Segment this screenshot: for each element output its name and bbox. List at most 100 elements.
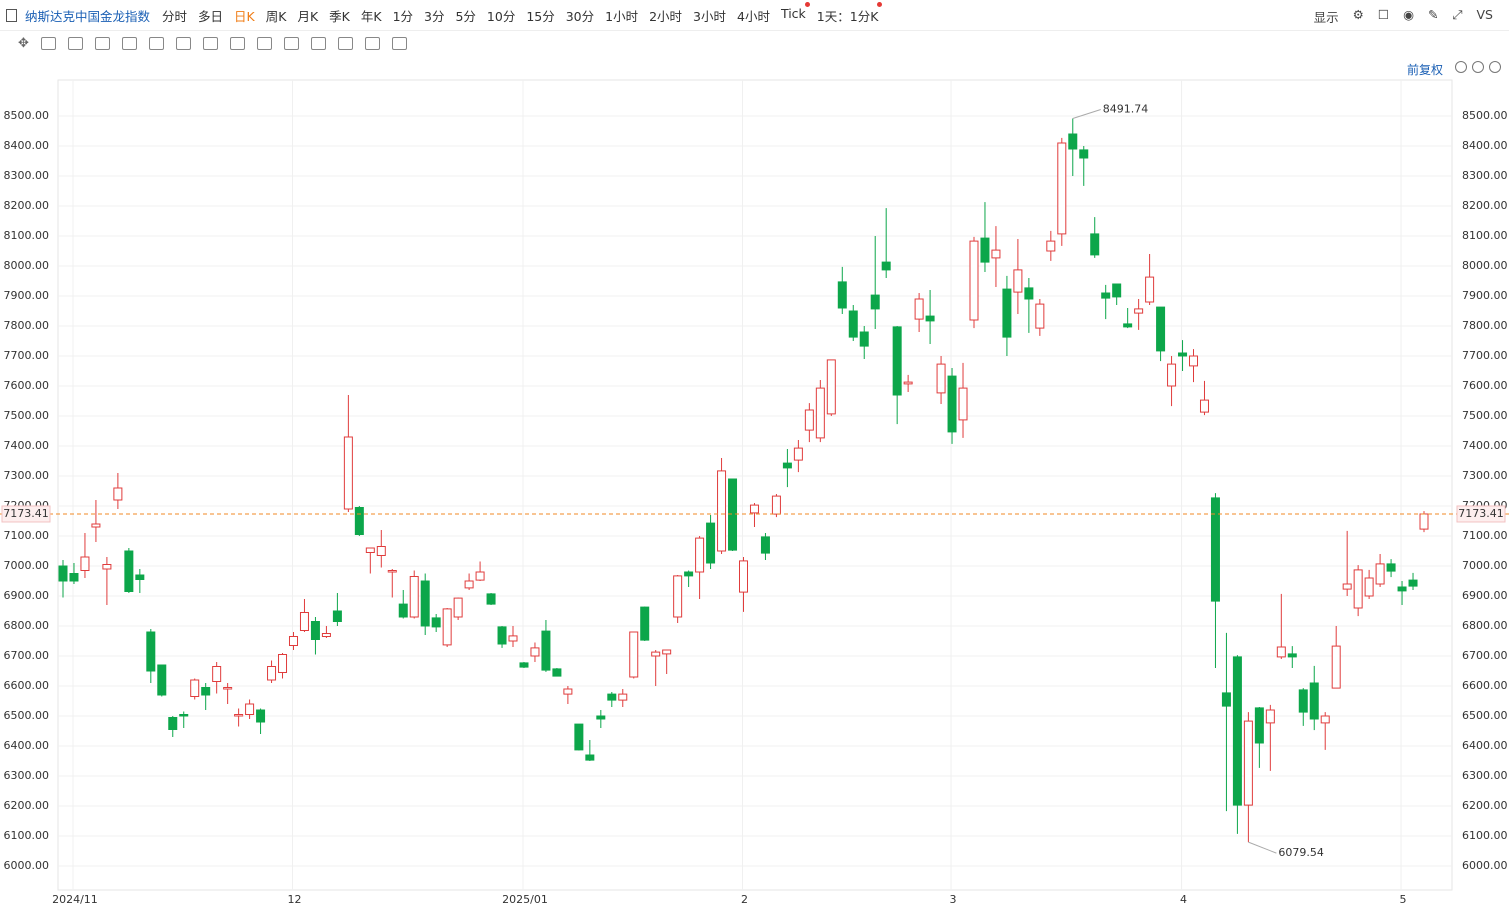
candle-body xyxy=(596,715,606,720)
tool[interactable] xyxy=(67,36,83,50)
fullscreen-icon[interactable]: ⤢ xyxy=(1452,7,1463,22)
period-tab[interactable]: 1小时 xyxy=(605,8,639,24)
y-tick-label-right: 8100.00 xyxy=(1462,229,1508,242)
period-tab[interactable]: 年K xyxy=(360,8,382,24)
candle-body xyxy=(969,240,979,321)
settings-icon[interactable]: ⚙ xyxy=(1352,7,1364,22)
tool[interactable] xyxy=(310,36,326,50)
candle-body xyxy=(256,709,266,723)
period-tab[interactable]: 1天：1分K xyxy=(817,1,882,25)
candle-body xyxy=(420,580,430,627)
tool[interactable] xyxy=(364,36,380,50)
x-tick-label: 2 xyxy=(741,893,748,906)
tool[interactable] xyxy=(337,36,353,50)
candle-body xyxy=(332,610,342,622)
x-tick-label: 2024/11 xyxy=(52,893,98,906)
layout-icon[interactable]: ☐ xyxy=(1377,7,1390,22)
period-tab[interactable]: 5分 xyxy=(455,8,476,24)
candle-body xyxy=(1189,355,1199,367)
candle-body xyxy=(234,714,244,717)
zoom-out[interactable] xyxy=(1472,61,1484,73)
period-tab[interactable]: 2小时 xyxy=(649,8,683,24)
y-tick-label-right: 7100.00 xyxy=(1462,529,1508,542)
sidebar-toggle[interactable] xyxy=(6,8,17,22)
y-tick-label: 6200.00 xyxy=(4,799,50,812)
candle-body xyxy=(146,631,156,672)
candle-body xyxy=(58,565,68,582)
display-menu[interactable]: 显示 xyxy=(1313,10,1339,25)
period-tab[interactable]: 10分 xyxy=(486,8,516,24)
candle-body xyxy=(453,597,463,618)
candle-body xyxy=(1002,288,1012,338)
adjust-button[interactable]: 前复权 xyxy=(1406,63,1443,77)
tool[interactable] xyxy=(121,36,137,50)
period-tab[interactable]: 3分 xyxy=(424,8,445,24)
candle-body xyxy=(376,546,386,556)
period-tab[interactable]: 3小时 xyxy=(693,8,726,24)
y-tick-label-right: 6400.00 xyxy=(1462,739,1508,752)
y-tick-label: 8000.00 xyxy=(4,259,50,272)
move-tool[interactable]: ✥ xyxy=(18,35,29,51)
tool[interactable] xyxy=(94,36,110,50)
period-tab[interactable]: 15分 xyxy=(526,8,555,24)
y-tick-label-right: 6900.00 xyxy=(1462,589,1508,602)
y-tick-label-right: 6100.00 xyxy=(1462,829,1508,842)
tool[interactable] xyxy=(256,36,272,50)
candle-body xyxy=(201,687,211,696)
candle-body xyxy=(1134,308,1144,314)
period-tab[interactable]: 月K xyxy=(297,8,319,24)
period-tab[interactable]: 4小时 xyxy=(737,8,770,24)
candle-body xyxy=(925,315,935,322)
candle-body xyxy=(299,612,309,631)
candle-body xyxy=(1046,240,1056,252)
camera-icon[interactable]: ◉ xyxy=(1403,7,1414,22)
y-tick-label-right: 7600.00 xyxy=(1462,379,1508,392)
candle-body xyxy=(870,294,880,310)
tool[interactable] xyxy=(40,36,56,50)
y-tick-label-right: 7000.00 xyxy=(1462,559,1508,572)
y-tick-label: 7700.00 xyxy=(4,349,50,362)
draw-icon[interactable]: ✎ xyxy=(1428,7,1439,22)
reset[interactable] xyxy=(1455,61,1467,73)
period-tab[interactable]: 1分 xyxy=(392,8,414,24)
period-tab[interactable]: 多日 xyxy=(198,8,224,24)
candle-body xyxy=(673,575,683,618)
y-tick-label: 8500.00 xyxy=(4,109,50,122)
candle-body xyxy=(1276,646,1286,658)
period-tab[interactable]: 分时 xyxy=(162,8,188,24)
zoom-in[interactable] xyxy=(1489,61,1501,73)
x-tick-label: 2025/01 xyxy=(502,893,548,906)
candle-body xyxy=(1035,303,1045,329)
candle-body xyxy=(486,593,496,605)
period-tab[interactable]: Tick xyxy=(781,1,810,25)
tool[interactable] xyxy=(148,36,164,50)
candle-body xyxy=(771,495,781,515)
y-tick-label-right: 6500.00 xyxy=(1462,709,1508,722)
candle-body xyxy=(1386,563,1396,572)
y-tick-label: 7500.00 xyxy=(4,409,50,422)
candle-body xyxy=(804,409,814,431)
candle-body xyxy=(1419,513,1429,530)
candle-body xyxy=(706,522,716,564)
y-tick-label-right: 6000.00 xyxy=(1462,859,1508,872)
candle-body xyxy=(288,636,298,646)
candle-body xyxy=(739,560,748,593)
candle-body xyxy=(1331,645,1341,689)
candle-body xyxy=(190,679,200,697)
vs-button[interactable]: VS xyxy=(1476,7,1494,22)
tool[interactable] xyxy=(229,36,245,50)
period-tab[interactable]: 日K xyxy=(234,8,255,24)
candle-body xyxy=(1123,323,1133,328)
tool[interactable] xyxy=(202,36,218,50)
period-tab[interactable]: 30分 xyxy=(565,8,595,24)
candle-body xyxy=(782,462,792,469)
period-tab[interactable]: 季K xyxy=(329,8,350,24)
tool[interactable] xyxy=(391,36,407,50)
tool[interactable] xyxy=(283,36,299,50)
period-tab[interactable]: 周K xyxy=(265,8,287,24)
top-toolbar: 纳斯达克中国金龙指数 分时 多日 日K 周K 月K 季K 年K 1分 3分 5分 10分 15分 30分… xyxy=(0,0,1509,31)
tool[interactable] xyxy=(175,36,191,50)
candle-body xyxy=(881,261,891,271)
y-tick-label: 7600.00 xyxy=(4,379,50,392)
symbol-title[interactable]: 纳斯达克中国金龙指数 xyxy=(25,8,151,24)
